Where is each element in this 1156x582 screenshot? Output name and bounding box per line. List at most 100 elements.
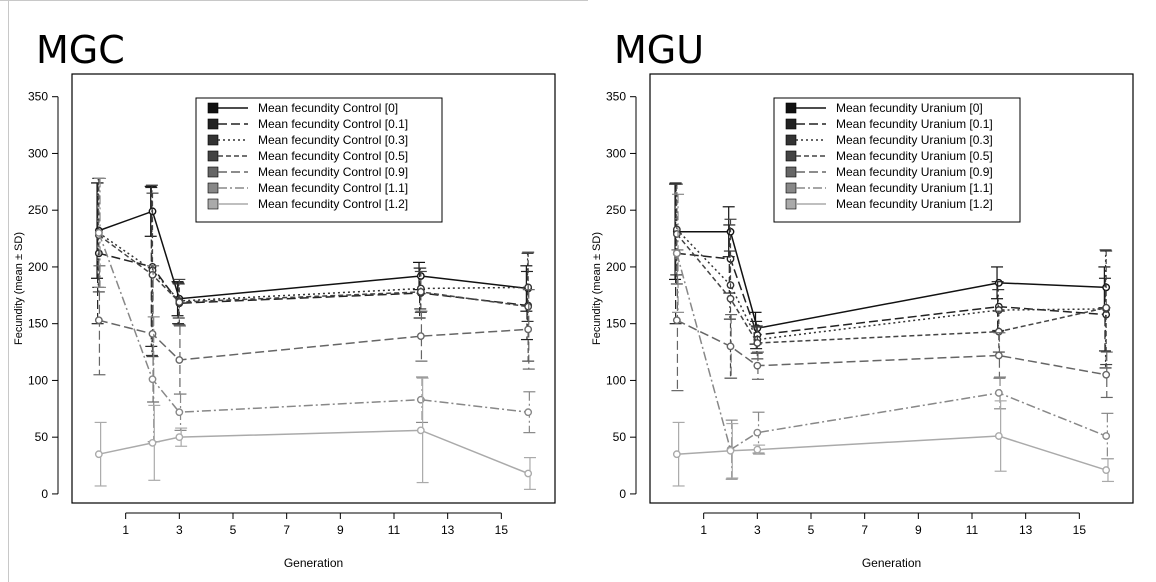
x-tick-label: 5	[230, 523, 237, 537]
y-axis: 0 50 100 150 200 250 300 350	[606, 90, 637, 501]
y-tick-label: 100	[606, 373, 626, 387]
series-line	[676, 252, 1107, 336]
y-axis-label: Fecundity (mean ± SD)	[13, 232, 25, 345]
chart-panel-mgc: MGC 0 50 100 150 200 250 300 350 1 3 5 7 9 11 13 15 Gene…	[13, 28, 556, 570]
data-point	[726, 342, 735, 351]
legend-label: Mean fecundity Uranium [0.9]	[836, 165, 993, 179]
legend-label: Mean fecundity Uranium [1.2]	[836, 197, 993, 211]
legend-label: Mean fecundity Uranium [0]	[836, 101, 983, 115]
legend-swatch	[207, 134, 219, 146]
legend-label: Mean fecundity Control [0.3]	[258, 133, 408, 147]
data-point	[94, 450, 103, 459]
data-point	[672, 230, 681, 238]
y-tick-label: 50	[35, 430, 49, 444]
legend: Mean fecundity Control [0] Mean fecundity…	[195, 97, 443, 223]
series-line	[98, 232, 529, 302]
data-point	[175, 298, 184, 307]
x-axis-label: Generation	[862, 556, 921, 570]
x-tick-label: 5	[808, 523, 815, 537]
legend-swatch	[207, 150, 219, 162]
y-tick-label: 150	[28, 317, 48, 331]
series-line	[98, 232, 529, 413]
data-point	[148, 438, 157, 447]
series-line	[676, 231, 1107, 330]
data-point	[94, 228, 103, 237]
legend-swatch	[785, 198, 797, 210]
series-line	[676, 233, 1107, 344]
data-point	[524, 469, 533, 478]
y-tick-label: 150	[606, 317, 626, 331]
data-point	[753, 339, 762, 347]
data-point	[148, 375, 157, 384]
y-tick-label: 0	[619, 487, 626, 501]
series-line	[676, 253, 1107, 451]
data-point	[1102, 370, 1111, 379]
y-tick-label: 250	[606, 203, 626, 217]
y-tick-label: 300	[28, 146, 48, 160]
data-point	[416, 332, 425, 341]
y-tick-label: 350	[28, 90, 48, 104]
series-6	[672, 400, 1114, 487]
x-axis: 1 3 5 7 9 11 13 15	[122, 512, 509, 537]
legend-label: Mean fecundity Control [0.9]	[258, 165, 408, 179]
data-point	[524, 325, 533, 334]
data-point	[753, 428, 762, 437]
legend-label: Mean fecundity Control [1.2]	[258, 197, 408, 211]
x-axis-label: Generation	[284, 556, 343, 570]
series-3	[670, 183, 1113, 379]
x-tick-label: 9	[915, 523, 922, 537]
x-tick-label: 11	[388, 523, 401, 537]
data-point	[1102, 303, 1111, 312]
data-point	[726, 446, 735, 455]
x-tick-label: 13	[1019, 523, 1033, 537]
legend-swatch	[785, 102, 797, 114]
x-tick-label: 15	[495, 523, 509, 537]
x-tick-label: 13	[441, 523, 455, 537]
data-point	[753, 445, 762, 454]
frame-left-rule	[8, 0, 9, 582]
y-tick-label: 200	[28, 260, 48, 274]
y-axis: 0 50 100 150 200 250 300 350	[28, 90, 59, 501]
legend-swatch	[207, 166, 219, 178]
data-point	[94, 316, 103, 325]
legend-label: Mean fecundity Control [0.5]	[258, 149, 408, 163]
series-4	[671, 249, 1113, 399]
x-tick-label: 3	[754, 523, 761, 537]
series-line	[98, 252, 529, 307]
x-tick-label: 7	[283, 523, 290, 537]
x-tick-label: 9	[337, 523, 344, 537]
series-line	[98, 319, 529, 361]
x-tick-label: 7	[861, 523, 868, 537]
data-point	[175, 433, 184, 442]
data-point	[175, 408, 184, 417]
frame-top-rule	[0, 0, 588, 1]
y-tick-label: 100	[28, 373, 48, 387]
data-point	[1102, 466, 1111, 474]
y-tick-label: 200	[606, 260, 626, 274]
legend-swatch	[207, 118, 219, 130]
plot-frame	[71, 73, 556, 504]
chart-title: MGC	[36, 28, 125, 72]
legend-swatch	[785, 150, 797, 162]
series-5	[672, 193, 1114, 480]
legend-swatch	[785, 118, 797, 130]
legend-label: Mean fecundity Uranium [0.5]	[836, 149, 993, 163]
legend-swatch	[207, 182, 219, 194]
data-point	[524, 408, 533, 417]
chart-title: MGU	[614, 28, 705, 72]
legend-box	[195, 97, 443, 223]
legend-label: Mean fecundity Uranium [0.3]	[836, 133, 993, 147]
legend-swatch	[785, 182, 797, 194]
y-tick-label: 50	[613, 430, 627, 444]
data-point	[726, 294, 735, 303]
x-tick-label: 11	[966, 523, 979, 537]
series-line	[676, 319, 1107, 376]
plot-frame	[649, 73, 1134, 504]
data-point	[994, 351, 1003, 360]
x-tick-label: 1	[122, 523, 129, 537]
x-tick-label: 3	[176, 523, 183, 537]
legend-label: Mean fecundity Control [0]	[258, 101, 398, 115]
legend-box	[773, 97, 1021, 223]
data-point	[994, 432, 1003, 440]
